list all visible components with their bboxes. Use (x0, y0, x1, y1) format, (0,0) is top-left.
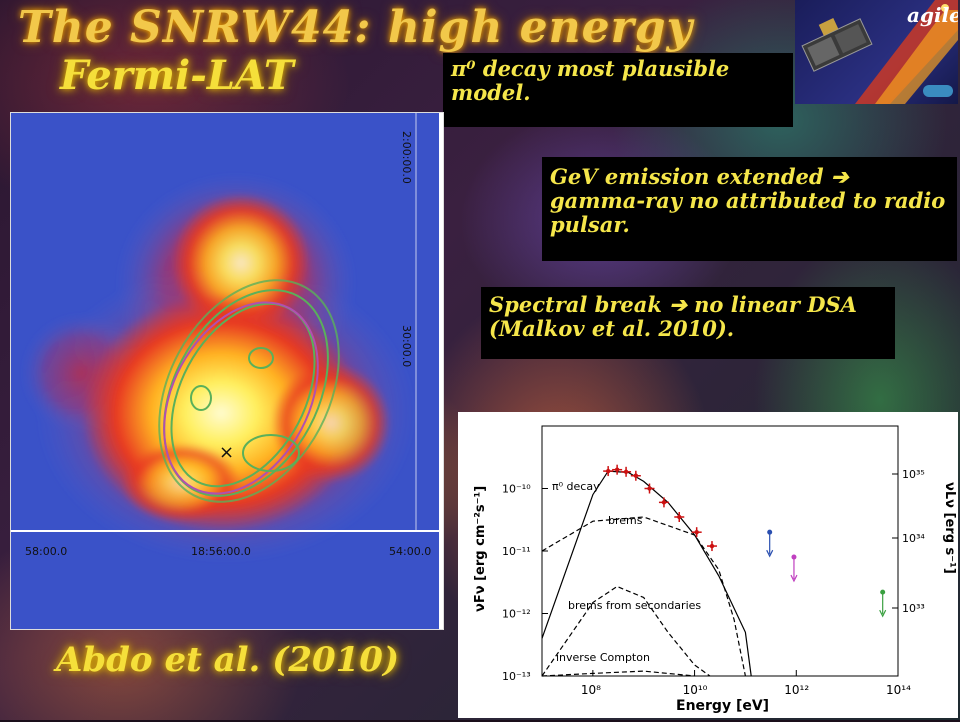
upper-limit-arrow (879, 609, 887, 618)
y-tick-label-left: 10⁻¹⁰ (502, 483, 531, 496)
data-point (605, 468, 611, 474)
series-label-brems-secondaries: brems from secondaries (568, 599, 701, 612)
data-point (647, 486, 652, 491)
y-axis-label-right: νLν [erg s⁻¹] (942, 482, 957, 574)
dec-tick-label: 2:00:00.0 (400, 131, 413, 184)
series-label-inverse-compton: inverse Compton (556, 651, 650, 664)
upper-limit-point (767, 529, 773, 535)
citation-label: Abdo et al. (2010) (56, 640, 400, 680)
upper-limit-arrow (766, 549, 774, 558)
series-line-0 (541, 470, 752, 677)
data-point (694, 529, 699, 535)
source-position-marker: × (219, 442, 234, 463)
x-tick-label: 10¹⁰ (683, 683, 708, 697)
x-tick-label: 10¹² (784, 683, 809, 697)
data-point (661, 500, 667, 505)
note-gev-extended: GeV emission extended ➔ gamma-ray no att… (542, 157, 957, 261)
data-point (614, 467, 620, 472)
dec-tick-label: 30:00.0 (400, 325, 413, 367)
y-tick-label-left: 10⁻¹¹ (502, 545, 531, 558)
data-point (709, 543, 715, 549)
spectrum-chart: 10⁸ 10¹⁰ 10¹² 10¹⁴ 10⁻¹⁰ 10⁻¹¹ 10⁻¹² 10⁻¹³ 10³⁵ 1… (458, 412, 958, 718)
data-point (633, 473, 639, 478)
ra-tick-label: 54:00.0 (389, 545, 431, 558)
note-spectral-break: Spectral break ➔ no linear DSA (Malkov e… (481, 287, 895, 359)
series-line-2 (541, 585, 711, 677)
y-axis-label-left: νFν [erg cm⁻²s⁻¹] (473, 486, 488, 612)
y-tick-label-right: 10³³ (902, 602, 925, 615)
agile-logo: agile (795, 0, 958, 104)
data-point (623, 469, 629, 475)
y-tick-label-right: 10³⁴ (902, 532, 925, 545)
radio-contours (158, 279, 340, 503)
ra-tick-label: 18:56:00.0 (191, 545, 251, 558)
plot-frame (541, 425, 899, 677)
series-line-3 (541, 670, 695, 677)
upper-limit-arrow (790, 574, 798, 583)
slide-title: The SNRW44: high energy (18, 2, 694, 53)
fermi-lat-map: × 2:00:00.0 30:00.0 58:00.0 18:56:00.0 5… (10, 112, 444, 630)
note-pi0-decay: π⁰ decay most plausible model. (443, 53, 793, 127)
x-axis-label: Energy [eV] (676, 698, 769, 714)
y-tick-label-right: 10³⁵ (902, 468, 925, 481)
ra-tick-label: 58:00.0 (25, 545, 67, 558)
slide-subtitle: Fermi-LAT (60, 52, 294, 99)
x-tick-label: 10¹⁴ (886, 683, 911, 697)
series-line-1 (541, 516, 746, 677)
y-tick-label-left: 10⁻¹³ (502, 670, 531, 683)
series-label-pi0: π⁰ decay (552, 480, 600, 493)
y-tick-label-left: 10⁻¹² (502, 608, 531, 621)
upper-limit-point (880, 589, 886, 595)
series-label-brems: brems (608, 514, 643, 527)
x-tick-label: 10⁸ (581, 683, 601, 697)
data-point (677, 514, 682, 520)
logo-wordmark: agile (907, 3, 958, 27)
